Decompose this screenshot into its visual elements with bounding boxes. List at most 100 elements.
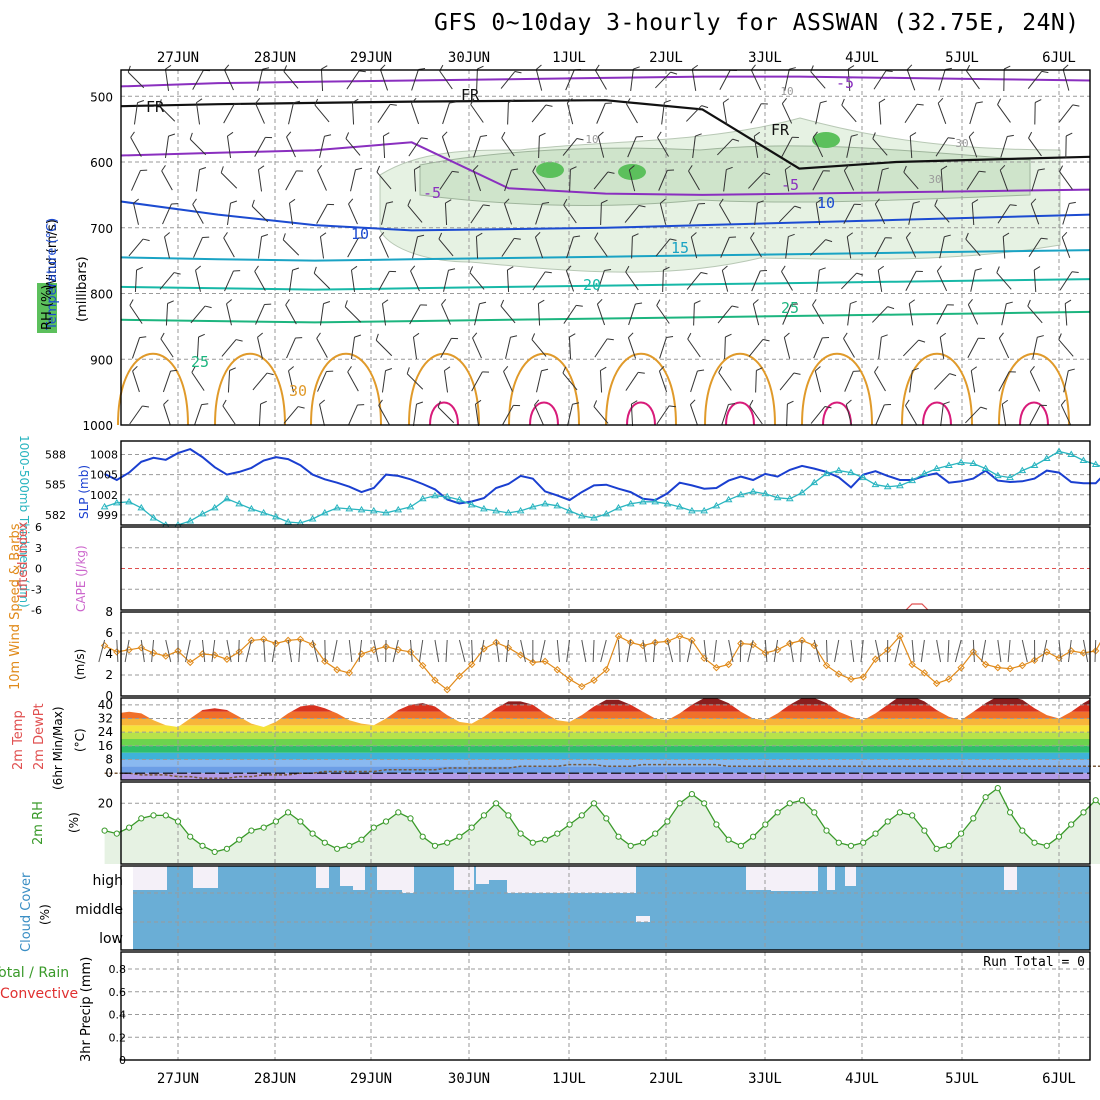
wind-barb-flag [638, 371, 645, 374]
temp-band [121, 732, 1090, 739]
wind-barb-10m [600, 639, 607, 663]
wind-barb [631, 233, 639, 259]
wind-barb-staff [195, 270, 201, 292]
wind-barb-flag [227, 131, 234, 137]
wind-barb-10m [165, 639, 172, 663]
wind-barb-flag [669, 405, 676, 408]
wind-barb-flag [327, 203, 335, 206]
wind-barb-staff [687, 338, 701, 358]
wind-barb-flag [722, 265, 728, 271]
thickness-point [626, 499, 635, 507]
rh-point [113, 830, 120, 837]
wind-barb-flag [824, 405, 832, 409]
ylabel-rh2m: 2m RH [31, 801, 46, 845]
wind-barb [966, 170, 986, 190]
thickness-point [541, 499, 549, 507]
wind-barb-flag [843, 332, 848, 339]
wind-barb [688, 165, 700, 191]
wind-speed-point [663, 637, 672, 646]
wind-barb-staff [1032, 337, 1038, 359]
wind-barb-flag [695, 133, 702, 137]
wind-barb-flag [698, 202, 706, 205]
wind-barb-staff [286, 337, 296, 359]
wind-barb-10m [271, 639, 277, 663]
wind-barb [316, 332, 328, 358]
wind-barb-10m [298, 639, 301, 663]
isotherm-line [120, 99, 1091, 170]
wind-barb [964, 406, 988, 424]
wind-barb-staff [531, 339, 547, 357]
wind-speed-point [712, 663, 721, 672]
rh-point [994, 785, 1001, 792]
wind-barb-flag [605, 102, 613, 104]
wind-barb [316, 203, 335, 224]
wind-barb [320, 65, 328, 92]
wind-barb [812, 131, 824, 158]
wind-barb-flag [133, 198, 140, 204]
wind-barb-staff [939, 337, 945, 359]
y-tick-label-wind: 2 [105, 668, 113, 682]
wind-barb-flag [968, 131, 975, 138]
wind-barb-flag [293, 100, 301, 104]
wind-barb-staff [316, 204, 328, 224]
panel-frame-slp [120, 440, 1091, 526]
rh-point [297, 818, 304, 825]
wind-barb-flag [477, 65, 484, 70]
cloud-gap [133, 866, 167, 890]
wind-barb-staff [659, 203, 667, 225]
wind-barb-staff [535, 203, 543, 225]
wind-barb-flag [851, 134, 858, 137]
wind-barb-flag [820, 100, 827, 104]
wind-barb-flag [750, 232, 755, 239]
wind-barb [693, 300, 701, 326]
wind-barb-staff [599, 370, 603, 393]
rh-max-patch [812, 132, 840, 148]
wind-barb-flag [787, 400, 794, 405]
wind-barb [252, 372, 274, 391]
wind-barb-flag [718, 366, 723, 373]
wind-barb-flag [784, 165, 792, 171]
wind-barb-staff [685, 105, 703, 122]
wind-speed-point [284, 636, 292, 645]
wind-barb-staff [257, 337, 263, 359]
wind-barb-flag [885, 237, 892, 239]
wind-barb [531, 333, 547, 357]
wind-barb-staff [940, 404, 944, 426]
wind-barb [814, 366, 822, 393]
wind-barb-flag [607, 171, 615, 174]
wind-barb [655, 238, 677, 257]
wind-barb-staff [532, 271, 546, 291]
wind-barb-staff [625, 372, 639, 391]
wind-barb-flag [940, 165, 948, 170]
thickness-point [847, 468, 855, 476]
wind-barb [410, 97, 420, 125]
wind-barb-10m [332, 639, 338, 663]
wind-barb-flag [414, 165, 421, 170]
wind-speed-point [590, 676, 598, 684]
temp-color-bands [121, 698, 1090, 780]
isotherm-warm-arc [801, 352, 873, 426]
rh-point [285, 809, 292, 816]
wind-barb-staff [750, 237, 762, 258]
wind-barb-staff [534, 236, 544, 259]
wind-barb-staff [661, 102, 665, 125]
wind-barb [439, 64, 453, 90]
date-label-top: 4JUL [845, 50, 879, 66]
thickness-point [834, 466, 843, 474]
wind-barb-flag [660, 198, 666, 204]
wind-barb [410, 265, 420, 292]
rh-point [896, 809, 904, 816]
wind-barb [566, 235, 581, 259]
contour-label: 20 [583, 276, 601, 294]
wind-barb [656, 405, 676, 425]
wind-barb-10m [1067, 639, 1072, 663]
wind-barb [1059, 165, 1073, 190]
wind-barb-flag [937, 97, 944, 104]
wind-barb [658, 169, 675, 191]
wind-barb-flag [451, 337, 459, 340]
rh-point [688, 791, 696, 798]
ylabel-rh: RH (%) [40, 285, 55, 330]
wind-barb [251, 199, 269, 223]
wind-barb [1060, 399, 1072, 426]
y-tick-label-wind: 0 [105, 689, 113, 703]
